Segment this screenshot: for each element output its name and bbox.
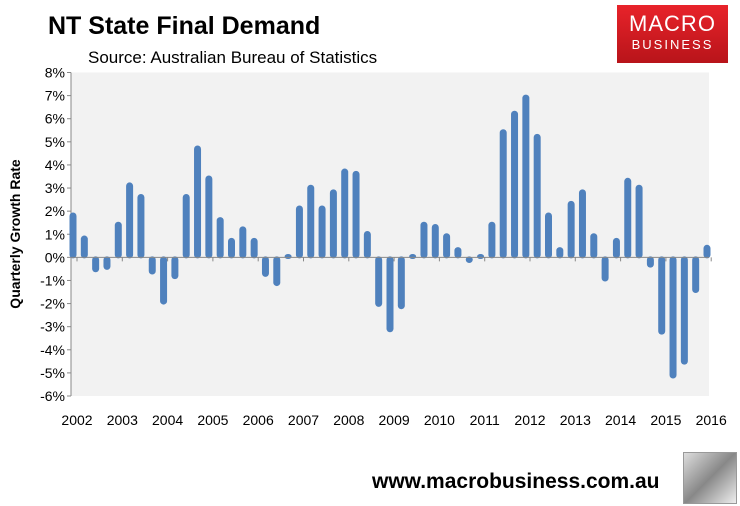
y-tick-label: 7%: [45, 88, 65, 104]
y-tick-label: 6%: [45, 111, 65, 127]
y-tick-label: -5%: [40, 365, 65, 381]
y-tick-label: 8%: [45, 65, 65, 81]
bar: [114, 221, 122, 259]
bar: [171, 256, 179, 280]
bar: [103, 256, 111, 270]
y-tick-label: 3%: [45, 180, 65, 196]
y-tick-label: -1%: [40, 272, 65, 288]
bar: [658, 256, 666, 335]
bar: [194, 145, 202, 259]
bar: [703, 244, 711, 259]
x-tick-label: 2008: [333, 412, 364, 428]
bar: [567, 200, 575, 259]
y-tick-label: -3%: [40, 319, 65, 335]
logo-line2: BUSINESS: [631, 37, 714, 52]
y-tick-label: 1%: [45, 226, 65, 242]
y-axis-label: Quarterly Growth Rate: [7, 159, 23, 309]
bar: [137, 193, 145, 259]
bar: [680, 256, 688, 365]
bar: [352, 170, 360, 259]
chart-source: Source: Australian Bureau of Statistics: [88, 48, 378, 67]
y-tick-label: 4%: [45, 157, 65, 173]
x-tick-label: 2016: [696, 412, 727, 428]
x-tick-label: 2015: [650, 412, 681, 428]
x-tick-label: 2011: [470, 412, 500, 428]
bar: [80, 235, 88, 259]
y-tick-label: -4%: [40, 342, 65, 358]
bar: [205, 175, 213, 259]
bar: [499, 129, 507, 259]
x-tick-label: 2006: [243, 412, 274, 428]
bar: [409, 254, 417, 260]
bar: [477, 254, 485, 260]
bar: [578, 189, 586, 259]
bar: [669, 256, 677, 379]
bar: [126, 182, 134, 259]
x-tick-label: 2007: [288, 412, 319, 428]
bar: [182, 193, 190, 259]
bar: [397, 256, 405, 310]
bar: [295, 205, 303, 259]
bar: [273, 256, 281, 287]
bar: [431, 224, 439, 259]
bar: [216, 217, 224, 259]
x-tick-label: 2009: [379, 412, 410, 428]
bar: [329, 189, 337, 259]
bar: [635, 184, 643, 259]
y-tick-label: 2%: [45, 203, 65, 219]
bar: [420, 221, 428, 259]
bar: [601, 256, 609, 282]
bar: [148, 256, 156, 275]
bar: [160, 256, 168, 305]
x-tick-label: 2002: [61, 412, 92, 428]
bar: [545, 212, 552, 259]
bar: [522, 94, 530, 259]
bar: [386, 256, 394, 333]
bar: [363, 230, 371, 259]
x-tick-label: 2014: [605, 412, 636, 428]
x-tick-label: 2003: [107, 412, 138, 428]
x-tick-label: 2010: [424, 412, 455, 428]
bar: [624, 177, 632, 259]
x-tick-label: 2013: [560, 412, 591, 428]
bar: [250, 237, 258, 259]
bar: [92, 256, 100, 273]
bar: [239, 226, 247, 259]
bar: [692, 256, 700, 294]
bar: [556, 247, 564, 259]
bar: [69, 212, 77, 259]
bar: [375, 256, 383, 307]
bar: [454, 247, 462, 259]
bar: [590, 233, 598, 259]
bar: [646, 256, 654, 268]
bar: [488, 221, 496, 259]
y-tick-label: -2%: [40, 296, 65, 312]
bar: [228, 237, 235, 259]
bar: [612, 237, 620, 259]
bar: [284, 254, 292, 260]
macrobusiness-logo: MACRO BUSINESS: [617, 5, 728, 63]
x-tick-label: 2004: [152, 412, 183, 428]
bar: [261, 256, 269, 277]
bar: [465, 256, 473, 263]
bar: [533, 133, 541, 259]
bar: [318, 205, 326, 259]
chart-title: NT State Final Demand: [48, 12, 321, 40]
plot-area: [71, 72, 709, 396]
bar: [443, 233, 451, 259]
y-tick-label: 0%: [45, 249, 65, 265]
x-tick-label: 2005: [197, 412, 228, 428]
bar: [307, 184, 315, 259]
logo-line1: MACRO: [629, 11, 716, 36]
website-link[interactable]: www.macrobusiness.com.au: [372, 470, 660, 493]
y-tick-label: 5%: [45, 134, 65, 150]
x-tick-label: 2012: [514, 412, 545, 428]
y-tick-label: -6%: [40, 388, 65, 404]
bar: [511, 110, 519, 259]
bar: [341, 168, 349, 259]
wolf-image: [683, 452, 737, 504]
